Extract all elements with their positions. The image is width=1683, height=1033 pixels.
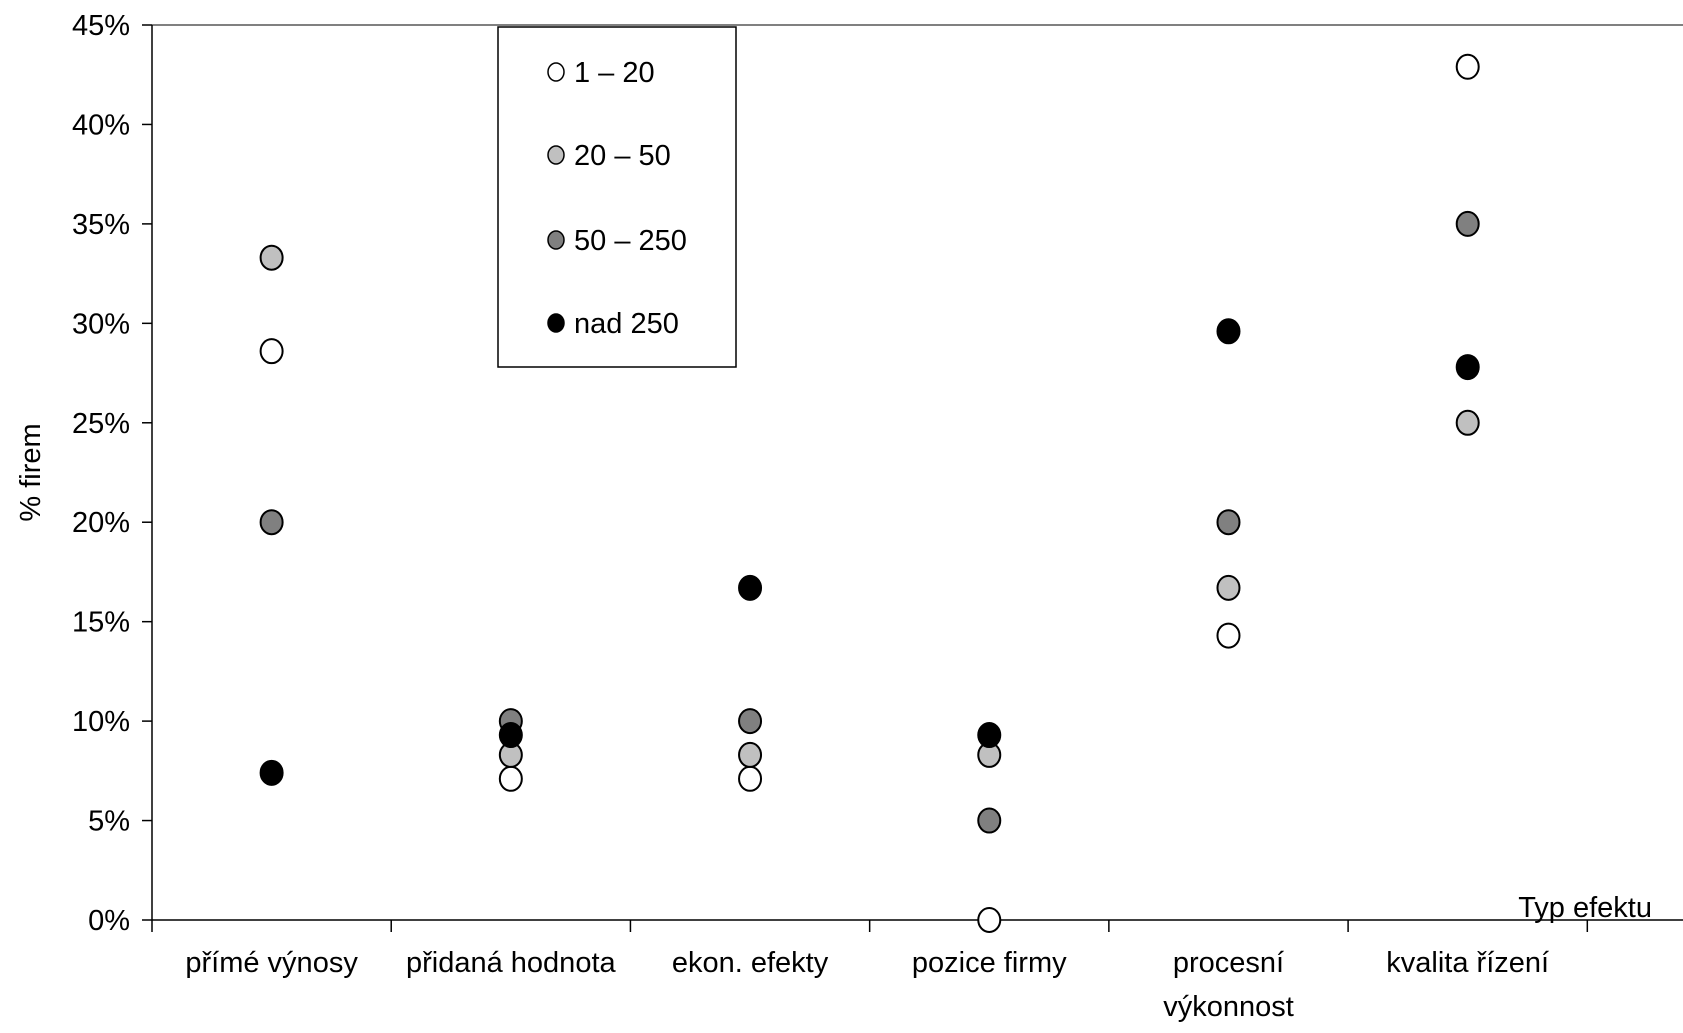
- y-tick-label: 10%: [72, 706, 130, 738]
- legend-marker: [547, 145, 565, 165]
- data-point: [1455, 354, 1480, 381]
- y-tick-label: 25%: [72, 408, 130, 440]
- y-tick-label: 30%: [72, 308, 130, 340]
- data-point: [259, 759, 284, 786]
- x-axis-title: Typ efektu: [1518, 892, 1652, 924]
- y-tick-label: 5%: [88, 806, 130, 838]
- axes: [151, 24, 1683, 921]
- x-category-label: procesní výkonnost: [1163, 947, 1294, 1023]
- legend-marker: [547, 230, 565, 250]
- y-tick-label: 15%: [72, 607, 130, 639]
- data-point: [738, 765, 763, 792]
- x-category-label: pozice firmy: [912, 947, 1067, 979]
- data-point: [1216, 622, 1241, 649]
- data-point: [1455, 53, 1480, 80]
- legend-marker: [547, 62, 565, 82]
- x-category-label: přidaná hodnota: [406, 947, 616, 979]
- data-point: [1216, 318, 1241, 345]
- data-point: [498, 722, 523, 749]
- legend-label: 20 – 50: [574, 140, 671, 172]
- data-point: [738, 574, 763, 601]
- data-point: [977, 722, 1002, 749]
- legend-marker: [547, 313, 565, 333]
- data-point: [259, 509, 284, 536]
- data-point: [1455, 210, 1480, 237]
- data-point: [259, 338, 284, 365]
- legend-label: 50 – 250: [574, 225, 687, 257]
- x-category-label: ekon. efekty: [672, 947, 829, 979]
- data-point: [1455, 409, 1480, 436]
- data-point: [1216, 509, 1241, 536]
- y-tick-label: 40%: [72, 109, 130, 141]
- legend-label: 1 – 20: [574, 57, 655, 89]
- data-point: [977, 907, 1002, 933]
- x-axis-categories: přímé výnosy přidaná hodnota ekon. efekty p…: [151, 920, 1589, 1023]
- y-tick-label: 45%: [72, 10, 130, 42]
- data-point: [498, 765, 523, 792]
- data-point: [738, 708, 763, 735]
- data-point: [1216, 574, 1241, 601]
- y-axis-title: % firem: [15, 423, 47, 521]
- y-axis-ticks: 0% 5% 10% 15% 20% 25% 30% 35% 40% 45%: [72, 10, 152, 937]
- x-category-label: kvalita řízení: [1386, 947, 1549, 979]
- data-point: [977, 807, 1002, 834]
- legend-box: [497, 26, 737, 368]
- y-tick-label: 35%: [72, 209, 130, 241]
- data-point: [259, 244, 284, 271]
- data-point: [738, 741, 763, 768]
- y-tick-label: 0%: [88, 905, 130, 937]
- legend-label: nad 250: [574, 308, 679, 340]
- y-tick-label: 20%: [72, 507, 130, 539]
- data-points: [259, 53, 1480, 933]
- x-category-label: přímé výnosy: [185, 947, 358, 979]
- legend: 1 – 20 20 – 50 50 – 250 nad 250: [497, 26, 737, 368]
